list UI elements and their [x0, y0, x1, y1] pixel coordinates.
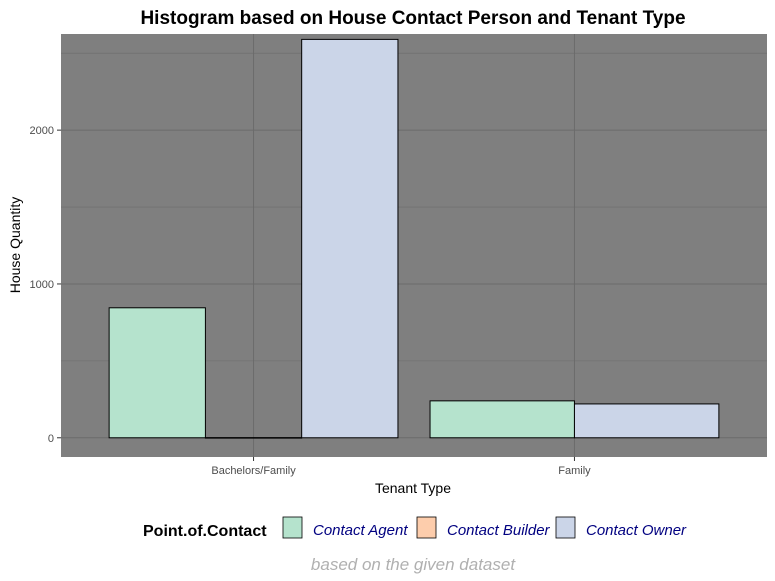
bar-contact-agent-bachelors-family: [108, 307, 206, 439]
bar-contact-agent-family: [429, 400, 575, 439]
bar-contact-owner-bachelors-family: [301, 38, 399, 439]
x-tick-label: Family: [558, 465, 591, 477]
y-axis: 0 1000 2000: [30, 125, 61, 445]
chart-title: Histogram based on House Contact Person …: [140, 8, 685, 29]
legend-key-contact-builder: [416, 516, 437, 539]
legend-key-contact-owner: [555, 516, 576, 539]
legend-label-contact-agent: Contact Agent: [313, 522, 408, 539]
x-axis-title: Tenant Type: [375, 480, 451, 496]
y-tick-label: 0: [48, 433, 54, 445]
legend-label-contact-owner: Contact Owner: [586, 522, 687, 539]
y-tick-label: 1000: [30, 279, 54, 291]
legend-key-contact-agent: [282, 516, 303, 539]
chart-caption: based on the given dataset: [311, 555, 516, 574]
y-tick-label: 2000: [30, 125, 54, 137]
legend: Point.of.Contact Contact Agent Contact Bu…: [143, 516, 687, 540]
legend-label-contact-builder: Contact Builder: [447, 522, 551, 539]
x-tick-label: Bachelors/Family: [211, 465, 296, 477]
y-axis-title: House Quantity: [7, 197, 23, 294]
legend-title: Point.of.Contact: [143, 523, 267, 540]
bar-contact-builder-bachelors-family: [204, 437, 303, 439]
x-axis: Bachelors/Family Family: [211, 457, 591, 477]
bars: [108, 38, 720, 439]
bar-contact-owner-family: [573, 403, 720, 439]
